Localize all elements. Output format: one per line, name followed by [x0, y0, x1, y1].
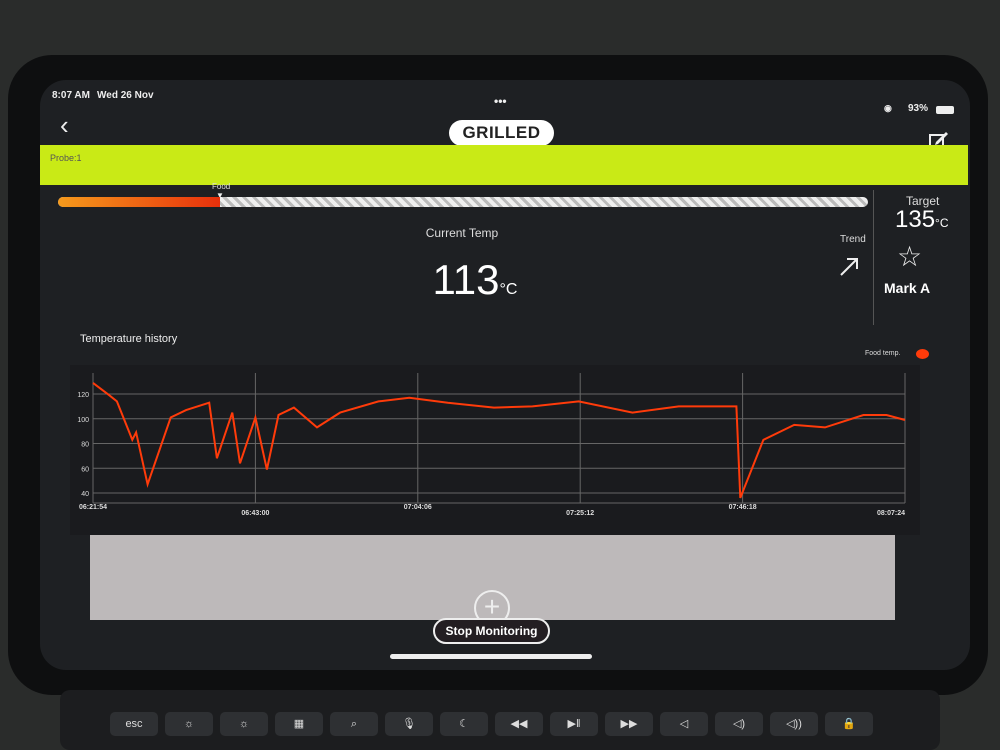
target-temp: 135°C	[895, 206, 949, 234]
status-date: Wed 26 Nov	[97, 90, 154, 101]
current-temp-label: Current Temp	[425, 226, 499, 240]
keyboard-key[interactable]: ◁)	[715, 712, 763, 736]
home-indicator[interactable]	[390, 654, 592, 659]
x-tick-label: 06:21:54	[79, 504, 107, 511]
target-value: 135	[895, 206, 936, 233]
keyboard-key[interactable]: ▶‖	[550, 712, 598, 736]
probe-bar[interactable]: Probe:1	[40, 145, 968, 185]
trend-label: Trend	[840, 234, 866, 245]
keyboard-key[interactable]: ☾	[440, 712, 488, 736]
keyboard-key[interactable]: ⌕	[330, 712, 378, 736]
current-temp: 113°C	[420, 256, 530, 304]
y-tick-label: 60	[81, 466, 89, 473]
keyboard-key[interactable]: ◁	[660, 712, 708, 736]
target-label: Target	[906, 194, 940, 208]
keyboard-key[interactable]: ◀◀	[495, 712, 543, 736]
keyboard-key[interactable]: ☼	[220, 712, 268, 736]
y-tick-label: 120	[77, 392, 89, 399]
legend-label: Food temp.	[865, 350, 901, 357]
key-esc[interactable]: esc	[110, 712, 158, 736]
mark-label[interactable]: Mark A	[884, 280, 931, 296]
temperature-chart: 40 60 80 100 120 06:21:54 06:43:00 07:04:06 07:2…	[70, 365, 920, 535]
y-tick-label: 40	[81, 491, 89, 498]
status-time: 8:07 AM	[52, 90, 90, 101]
keyboard-key[interactable]: ☼	[165, 712, 213, 736]
y-tick-label: 100	[77, 417, 89, 424]
keyboard-key[interactable]: 🔒	[825, 712, 873, 736]
target-unit: °C	[935, 216, 949, 230]
divider	[873, 190, 874, 325]
x-tick-label: 07:04:06	[404, 504, 432, 511]
probe-label: Probe:1	[50, 153, 82, 163]
multitask-dots-icon[interactable]: •••	[494, 94, 507, 108]
history-title: Temperature history	[80, 333, 178, 345]
keyboard-key[interactable]: ▦	[275, 712, 323, 736]
food-marker-icon: ▼	[216, 191, 224, 200]
app-logo: GRILLED	[449, 120, 554, 146]
stop-monitoring-button[interactable]: Stop Monitoring	[433, 618, 550, 644]
keyboard-key[interactable]: 🎙	[385, 712, 433, 736]
progress-fill	[58, 197, 220, 207]
star-icon[interactable]: ☆	[897, 241, 923, 272]
y-tick-label: 80	[81, 442, 89, 449]
food-marker-label: Food	[212, 182, 231, 191]
temperature-progress-bar	[58, 197, 868, 207]
wifi-icon: ◉	[884, 103, 892, 113]
current-temp-unit: °C	[499, 281, 518, 298]
x-tick-label: 08:07:24	[877, 510, 905, 517]
battery-text: 93%	[908, 103, 929, 114]
chart-background	[70, 365, 920, 535]
battery-icon	[936, 106, 954, 114]
keyboard-key[interactable]: ◁))	[770, 712, 818, 736]
x-tick-label: 06:43:00	[241, 510, 269, 517]
x-tick-label: 07:25:12	[566, 510, 594, 517]
food-temp-line	[92, 382, 906, 499]
legend-swatch	[916, 349, 929, 359]
keyboard-key[interactable]: ▶▶	[605, 712, 653, 736]
arrow-up-right-icon	[840, 258, 858, 276]
x-tick-label: 07:46:18	[729, 504, 757, 511]
current-temp-value: 113	[432, 256, 500, 303]
keyboard: esc ☼ ☼ ▦ ⌕ 🎙 ☾ ◀◀ ▶‖ ▶▶ ◁ ◁) ◁)) 🔒	[60, 690, 940, 750]
back-chevron-icon[interactable]: ‹	[60, 110, 69, 140]
